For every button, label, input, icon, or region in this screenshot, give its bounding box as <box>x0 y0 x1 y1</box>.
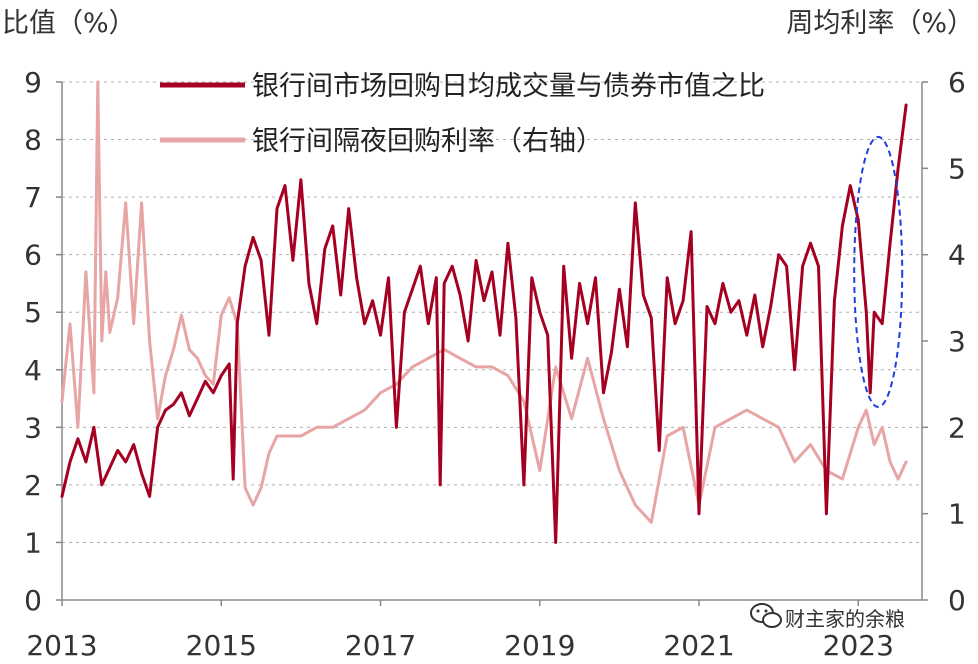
right-tick-label-6: 6 <box>948 66 966 99</box>
watermark: 财主家的余粮 <box>750 603 905 631</box>
x-tick-label-2017: 2017 <box>345 629 416 662</box>
x-tick-label-2015: 2015 <box>186 629 257 662</box>
line-repo-ratio <box>60 103 908 544</box>
left-tick-label-3: 3 <box>24 411 42 444</box>
x-tick-label-2019: 2019 <box>504 629 575 662</box>
left-tick-label-7: 7 <box>24 181 42 214</box>
left-axis-label: 比值（%） <box>2 8 136 39</box>
left-tick-label-8: 8 <box>24 124 42 157</box>
grid-lines <box>62 81 922 543</box>
legend-label-repo-ratio: 银行间市场回购日均成交量与债券市值之比 <box>252 71 765 102</box>
left-tick-label-1: 1 <box>24 526 42 559</box>
legend: 银行间市场回购日均成交量与债券市值之比 银行间隔夜回购利率（右轴） <box>160 71 765 157</box>
x-tick-label-2021: 2021 <box>663 629 734 662</box>
watermark-text: 财主家的余粮 <box>785 607 905 631</box>
series-overnight-rate <box>60 80 908 524</box>
left-tick-label-4: 4 <box>24 354 42 387</box>
right-tick-label-4: 4 <box>948 239 966 272</box>
highlight-ellipse <box>853 135 904 408</box>
wechat-icon <box>750 603 782 628</box>
left-tick-label-2: 2 <box>24 469 42 502</box>
right-tick-label-0: 0 <box>948 584 966 617</box>
right-tick-label-3: 3 <box>948 325 966 358</box>
x-tick-label-2023: 2023 <box>823 629 894 662</box>
left-tick-label-5: 5 <box>24 296 42 329</box>
line-overnight-rate <box>60 80 908 524</box>
series-repo-ratio <box>60 103 908 544</box>
left-tick-label-0: 0 <box>24 584 42 617</box>
legend-label-overnight-rate: 银行间隔夜回购利率（右轴） <box>252 126 603 157</box>
right-tick-label-1: 1 <box>948 498 966 531</box>
left-tick-label-6: 6 <box>24 239 42 272</box>
right-tick-label-2: 2 <box>948 411 966 444</box>
right-axis-label: 周均利率（%） <box>786 8 974 39</box>
x-tick-label-2013: 2013 <box>26 629 97 662</box>
axes <box>56 81 928 606</box>
right-tick-label-5: 5 <box>948 152 966 185</box>
annotation-ellipse <box>853 135 904 408</box>
left-tick-label-9: 9 <box>24 66 42 99</box>
tick-labels: 0 1 2 3 4 5 6 7 8 9 0 1 2 3 4 5 6 2013 2015 2017 2019 2021 202… <box>24 66 966 662</box>
